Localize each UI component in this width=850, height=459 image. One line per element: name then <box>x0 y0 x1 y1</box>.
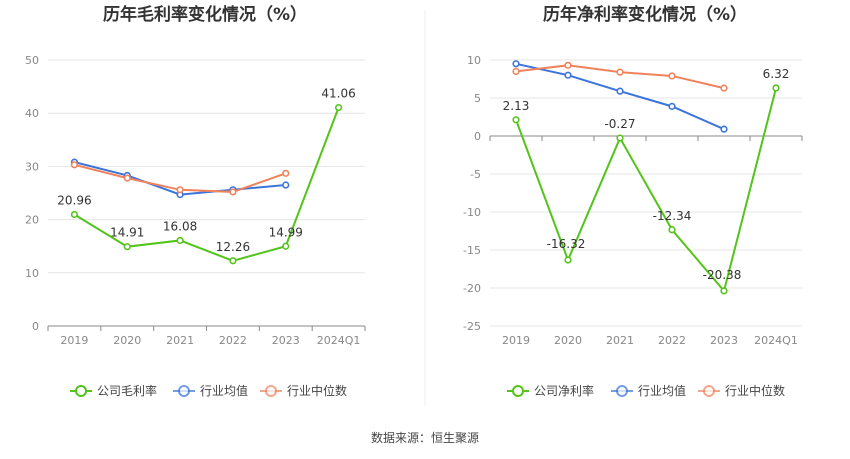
legend-label: 公司净利率 <box>534 383 594 398</box>
data-point <box>176 186 184 194</box>
y-tick-label: -20 <box>463 282 481 295</box>
legend-label: 行业中位数 <box>725 383 785 398</box>
data-point <box>512 67 520 75</box>
x-tick-label: 2024Q1 <box>317 334 361 347</box>
x-tick-label: 2022 <box>219 334 247 347</box>
legend-swatch-marker <box>75 385 87 397</box>
data-point <box>229 188 237 196</box>
data-point <box>512 60 520 68</box>
x-tick-label: 2024Q1 <box>754 334 798 347</box>
data-point <box>70 161 79 169</box>
y-tick-label: 20 <box>25 214 39 227</box>
data-label: 12.26 <box>216 240 250 254</box>
series-line <box>73 107 340 262</box>
y-tick-label: 0 <box>32 320 39 333</box>
legend-swatch-marker <box>703 385 715 397</box>
data-label: -12.34 <box>653 209 692 223</box>
data-label: -20.38 <box>703 268 742 282</box>
data-point <box>720 125 728 133</box>
legend-swatch-marker <box>178 385 190 397</box>
data-point <box>282 169 290 177</box>
data-point <box>616 134 624 142</box>
data-point <box>772 84 780 92</box>
data-point <box>564 256 572 264</box>
x-tick-label: 2020 <box>554 334 582 347</box>
y-tick-label: -15 <box>463 244 481 257</box>
legend-label: 行业均值 <box>200 383 248 398</box>
legend-label: 行业中位数 <box>287 383 347 398</box>
data-label: -16.32 <box>547 237 586 251</box>
y-tick-label: 0 <box>474 130 481 143</box>
data-point <box>176 236 184 245</box>
data-point <box>720 287 728 295</box>
chart-title: 历年净利率变化情况（%） <box>543 4 747 25</box>
source-text: 数据来源：恒生聚源 <box>371 430 479 445</box>
data-label: 6.32 <box>763 67 790 81</box>
x-tick-label: 2019 <box>60 334 88 347</box>
legend-swatch-marker <box>512 385 524 397</box>
chart-title: 历年毛利率变化情况（%） <box>103 4 307 25</box>
data-point <box>668 72 676 80</box>
y-tick-label: -25 <box>463 320 481 333</box>
data-label: 14.91 <box>110 226 144 240</box>
data-point <box>123 243 131 251</box>
y-tick-label: 30 <box>25 160 39 173</box>
x-tick-label: 2023 <box>710 334 738 347</box>
legend-swatch-marker <box>616 385 628 397</box>
data-point <box>668 226 676 234</box>
data-point <box>720 84 728 92</box>
data-label: 16.08 <box>163 219 197 233</box>
data-point <box>282 181 290 189</box>
data-point <box>616 87 624 95</box>
gross-margin-chart: 历年毛利率变化情况（%） 0 10 20 30 40 50 2019 2020 2021 2022 2… <box>25 4 366 398</box>
y-tick-label: -10 <box>463 206 481 219</box>
legend-swatch-marker <box>265 385 277 397</box>
y-tick-label: 10 <box>25 267 39 280</box>
data-point <box>123 174 131 182</box>
x-tick-label: 2022 <box>658 334 686 347</box>
legend-label: 公司毛利率 <box>97 383 157 398</box>
data-point <box>564 61 572 69</box>
data-point <box>334 103 343 112</box>
x-tick-label: 2021 <box>606 334 634 347</box>
data-label: 14.99 <box>269 225 303 239</box>
y-tick-label: 10 <box>467 54 481 67</box>
data-point <box>70 210 79 219</box>
legend-label: 行业均值 <box>638 383 686 398</box>
data-label: 20.96 <box>57 193 91 207</box>
data-label: -0.27 <box>604 117 635 131</box>
data-point <box>282 242 290 250</box>
x-tick-label: 2023 <box>272 334 300 347</box>
data-point <box>564 71 572 79</box>
data-point <box>229 257 237 265</box>
data-label: 2.13 <box>503 99 530 113</box>
x-tick-label: 2020 <box>113 334 141 347</box>
x-tick-label: 2021 <box>166 334 194 347</box>
y-tick-label: 5 <box>474 92 481 105</box>
data-label: 41.06 <box>321 87 355 101</box>
y-tick-label: 50 <box>25 54 39 67</box>
y-tick-label: -5 <box>470 168 481 181</box>
data-point <box>668 102 676 110</box>
y-tick-label: 40 <box>25 107 39 120</box>
net-margin-chart: 历年净利率变化情况（%） -25 -20 -15 -10 -5 0 5 10 2019 2020 20… <box>463 4 803 398</box>
x-tick-label: 2019 <box>502 334 530 347</box>
data-point <box>512 116 520 124</box>
series-line <box>515 87 777 294</box>
data-point <box>616 68 624 76</box>
